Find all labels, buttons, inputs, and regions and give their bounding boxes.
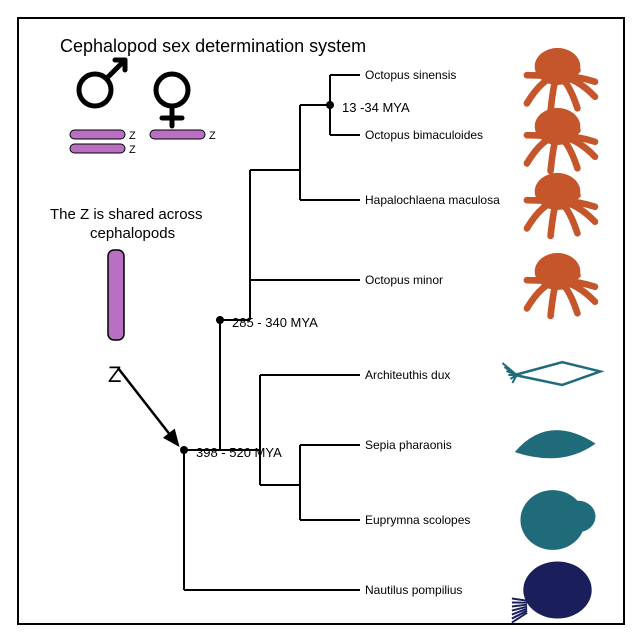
node-label-1: 285 - 340 MYA: [232, 315, 318, 330]
female-chromosome-label: Z: [209, 130, 216, 142]
male-chromosome-2-label: Z: [129, 144, 136, 156]
leaf-label-5: Sepia pharaonis: [365, 438, 452, 452]
leaf-label-7: Nautilus pompilius: [365, 583, 462, 597]
male-chromosome-2: [70, 144, 125, 153]
shared-z-chromosome-icon: [108, 250, 124, 340]
side-note-line2: cephalopods: [90, 225, 175, 242]
side-note-line1: The Z is shared across: [50, 206, 203, 223]
title: Cephalopod sex determination system: [60, 36, 366, 56]
leaf-label-4: Architeuthis dux: [365, 368, 450, 382]
leaf-label-0: Octopus sinensis: [365, 68, 456, 82]
male-chromosome-1-label: Z: [129, 130, 136, 142]
tree-node: [180, 446, 188, 454]
node-label-0: 13 -34 MYA: [342, 100, 410, 115]
tree-node: [216, 316, 224, 324]
node-label-2: 398 - 520 MYA: [196, 445, 282, 460]
female-chromosome: [150, 130, 205, 139]
leaf-label-1: Octopus bimaculoides: [365, 128, 483, 142]
leaf-label-2: Hapalochlaena maculosa: [365, 193, 500, 207]
leaf-label-3: Octopus minor: [365, 273, 443, 287]
tree-node: [326, 101, 334, 109]
male-chromosome-1: [70, 130, 125, 139]
leaf-label-6: Euprymna scolopes: [365, 513, 470, 527]
shared-z-label: Z: [108, 362, 121, 387]
